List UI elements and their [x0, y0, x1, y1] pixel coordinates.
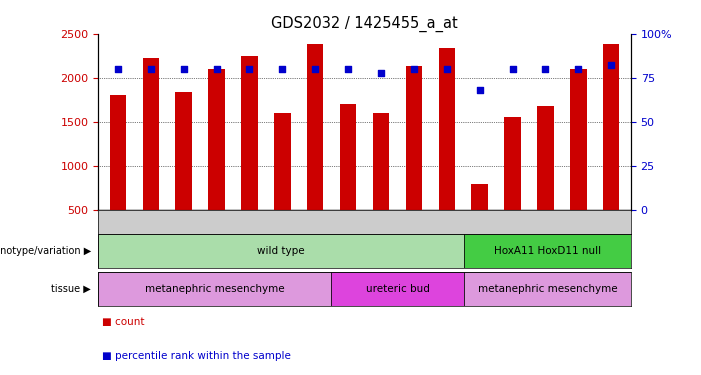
Bar — [537, 106, 554, 210]
Bar — [465, 272, 631, 306]
Point — [408, 66, 419, 72]
Bar — [570, 69, 587, 210]
Point — [507, 66, 518, 72]
Text: wild type: wild type — [257, 246, 305, 256]
Bar — [504, 117, 521, 210]
Point — [441, 66, 452, 72]
Bar — [98, 272, 331, 306]
Title: GDS2032 / 1425455_a_at: GDS2032 / 1425455_a_at — [271, 16, 458, 32]
Point — [112, 66, 123, 72]
Text: ■ percentile rank within the sample: ■ percentile rank within the sample — [102, 351, 290, 361]
Point — [145, 66, 156, 72]
Bar — [340, 104, 356, 210]
Bar — [109, 96, 126, 210]
Point — [277, 66, 288, 72]
Text: ureteric bud: ureteric bud — [366, 284, 430, 294]
Text: genotype/variation ▶: genotype/variation ▶ — [0, 246, 91, 256]
Point — [178, 66, 189, 72]
Point — [540, 66, 551, 72]
Text: tissue ▶: tissue ▶ — [51, 284, 91, 294]
Bar — [142, 58, 159, 210]
Bar — [175, 92, 192, 210]
Bar — [331, 272, 464, 306]
Text: metanephric mesenchyme: metanephric mesenchyme — [478, 284, 618, 294]
Text: metanephric mesenchyme: metanephric mesenchyme — [145, 284, 285, 294]
Bar — [465, 234, 631, 268]
Bar — [241, 56, 258, 210]
Point — [573, 66, 584, 72]
Bar — [274, 113, 290, 210]
Text: HoxA11 HoxD11 null: HoxA11 HoxD11 null — [494, 246, 601, 256]
Text: ■ count: ■ count — [102, 318, 144, 327]
Point — [310, 66, 321, 72]
Point — [343, 66, 354, 72]
Bar — [373, 113, 389, 210]
Point — [211, 66, 222, 72]
Bar — [439, 48, 455, 210]
Point — [606, 63, 617, 69]
Bar — [208, 69, 225, 210]
Bar — [471, 184, 488, 210]
Point — [474, 87, 485, 93]
Point — [244, 66, 255, 72]
Bar — [603, 44, 620, 210]
Bar — [307, 44, 323, 210]
Bar — [98, 234, 465, 268]
Point — [375, 69, 386, 75]
Bar — [406, 66, 422, 210]
